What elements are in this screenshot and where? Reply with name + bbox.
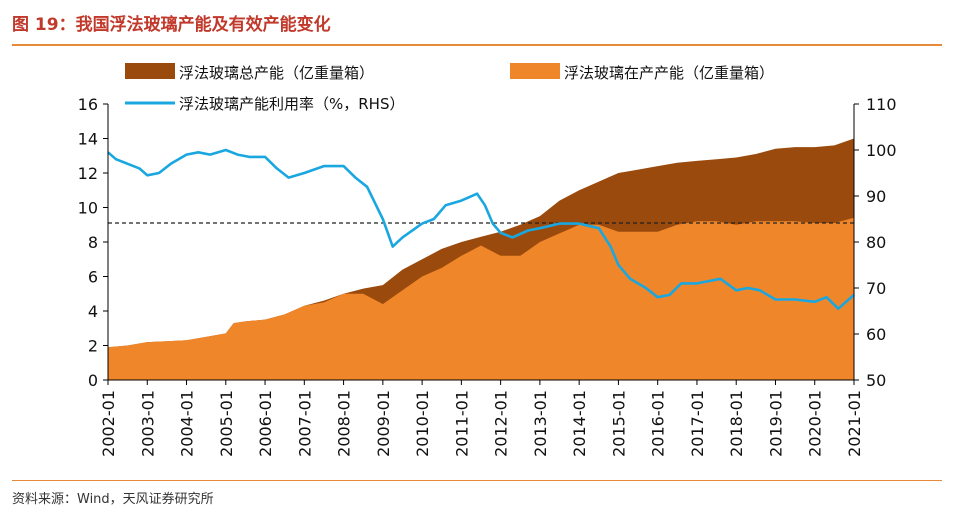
x-axis-tick-label: 2003-01: [138, 390, 157, 457]
left-axis-tick-label: 0: [88, 371, 98, 390]
legend-label: 浮法玻璃产能利用率（%，RHS）: [179, 95, 404, 113]
x-axis-tick-label: 2009-01: [374, 390, 393, 457]
x-axis-tick-label: 2007-01: [295, 390, 314, 457]
footer-divider: [12, 480, 942, 481]
legend-swatch: [125, 63, 175, 79]
utilization-line-group: [107, 148, 855, 310]
legend-label: 浮法玻璃总产能（亿重量箱）: [179, 64, 374, 82]
x-axis-tick-label: 2011-01: [452, 390, 471, 457]
left-axis-tick-label: 12: [78, 164, 98, 183]
x-axis-tick-label: 2021-01: [845, 390, 864, 457]
x-axis-tick-label: 2013-01: [531, 390, 550, 457]
x-axis-tick-label: 2002-01: [99, 390, 118, 457]
legend-swatch: [510, 63, 560, 79]
x-axis-tick-label: 2014-01: [570, 390, 589, 457]
legend: 浮法玻璃总产能（亿重量箱） 浮法玻璃在产产能（亿重量箱） 浮法玻璃产能利用率（%，R…: [125, 63, 774, 113]
x-axis-tick-label: 2012-01: [492, 390, 511, 457]
right-axis-tick-label: 50: [866, 371, 886, 390]
x-axis-tick-label: 2008-01: [335, 390, 354, 457]
left-axis-tick-label: 16: [78, 95, 98, 114]
left-axis-tick-label: 8: [88, 233, 98, 252]
x-axis-tick-label: 2019-01: [766, 390, 785, 457]
x-axis-tick-label: 2010-01: [413, 390, 432, 457]
plot-areas: [108, 138, 854, 380]
title-divider: [12, 44, 942, 46]
legend-label: 浮法玻璃在产产能（亿重量箱）: [564, 64, 774, 82]
utilization-line: [107, 148, 855, 310]
source-note: 资料来源：Wind，天风证券研究所: [12, 492, 214, 507]
left-axis-tick-label: 6: [88, 268, 98, 287]
x-axis-tick-label: 2005-01: [217, 390, 236, 457]
figure-title: 图 19：我国浮法玻璃产能及有效产能变化: [12, 15, 331, 35]
left-axis-tick-label: 4: [88, 302, 98, 321]
x-axis-tick-label: 2015-01: [609, 390, 628, 457]
x-axis-tick-label: 2018-01: [727, 390, 746, 457]
x-axis-tick-label: 2016-01: [649, 390, 668, 457]
x-axis-tick-label: 2006-01: [256, 390, 275, 457]
left-axis-tick-label: 14: [78, 130, 98, 149]
right-axis-tick-label: 60: [866, 325, 886, 344]
right-axis-tick-label: 80: [866, 233, 886, 252]
right-axis-tick-label: 100: [866, 141, 897, 160]
left-axis-tick-label: 2: [88, 337, 98, 356]
right-axis-tick-label: 90: [866, 187, 886, 206]
x-axis-tick-label: 2020-01: [806, 390, 825, 457]
x-axis-tick-label: 2017-01: [688, 390, 707, 457]
right-axis-tick-label: 110: [866, 95, 897, 114]
active-capacity-area: [108, 217, 854, 380]
left-axis-tick-label: 10: [78, 199, 98, 218]
right-axis-tick-label: 70: [866, 279, 886, 298]
x-axis-tick-label: 2004-01: [178, 390, 197, 457]
axes: 0 2 4 6 8 10 12 14 16 50 60 70 80 90 100 110 2002-01 2003…: [78, 95, 897, 457]
